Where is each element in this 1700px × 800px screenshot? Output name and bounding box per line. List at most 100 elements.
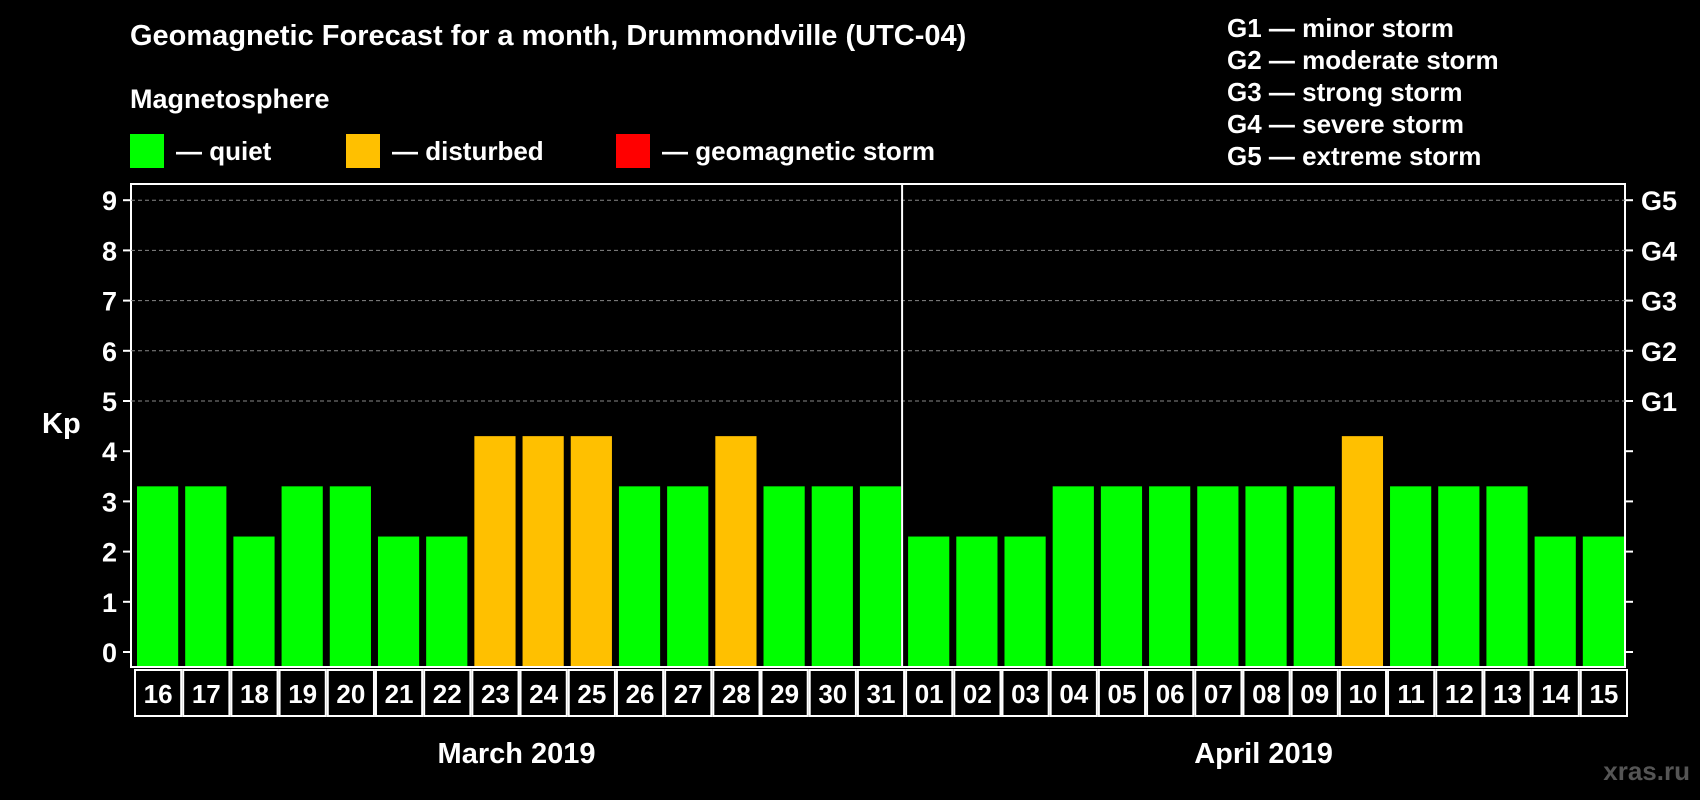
bar-day-06 <box>1149 486 1191 666</box>
y-tick-label-5: 5 <box>102 387 117 417</box>
date-box-03 <box>1001 669 1050 717</box>
bar-day-15 <box>1582 536 1624 666</box>
date-box-10 <box>1338 669 1388 717</box>
date-box-05 <box>1097 669 1147 717</box>
x-tick-label-02: 02 <box>963 679 992 709</box>
y-tick-label-0: 0 <box>102 638 117 668</box>
x-tick-label-16: 16 <box>144 679 173 709</box>
legend-label-disturbed: — disturbed <box>392 135 544 166</box>
date-box-17 <box>182 669 231 717</box>
bar-day-23 <box>474 436 516 666</box>
date-box-15 <box>1579 669 1628 717</box>
y-tick-label-7: 7 <box>102 287 117 317</box>
bar-day-10 <box>1341 436 1384 666</box>
legend-label-quiet: — quiet <box>176 135 272 166</box>
plot-frame <box>130 183 1626 668</box>
date-box-29 <box>760 669 809 717</box>
bar-day-02 <box>956 536 998 666</box>
bar-day-29 <box>763 486 805 666</box>
date-box-23 <box>471 669 520 717</box>
bar-day-28 <box>715 436 757 666</box>
watermark: xras.ru <box>1603 756 1690 786</box>
x-tick-label-08: 08 <box>1252 679 1281 709</box>
x-tick-label-01: 01 <box>915 679 944 709</box>
legend-swatch-quiet <box>130 134 164 168</box>
bar-day-17 <box>185 486 227 666</box>
date-box-12 <box>1435 669 1484 717</box>
bar-day-19 <box>281 486 323 666</box>
magnetosphere-label: Magnetosphere <box>130 84 330 114</box>
bar-day-13 <box>1486 486 1528 666</box>
date-box-14 <box>1531 669 1580 717</box>
x-tick-label-31: 31 <box>867 679 896 709</box>
x-tick-label-11: 11 <box>1397 679 1425 709</box>
x-tick-label-13: 13 <box>1493 679 1522 709</box>
date-box-08 <box>1242 669 1291 717</box>
x-tick-label-27: 27 <box>674 679 703 709</box>
chart-title: Geomagnetic Forecast for a month, Drummo… <box>130 20 967 52</box>
y-tick-label-2: 2 <box>102 538 117 568</box>
bar-day-04 <box>1052 486 1094 666</box>
bar-day-25 <box>570 436 612 666</box>
x-tick-label-10: 10 <box>1348 679 1377 709</box>
legend-quiet: — quiet <box>130 134 271 168</box>
x-tick-label-20: 20 <box>336 679 365 709</box>
y-axis-label: Kp <box>42 408 81 440</box>
x-tick-label-23: 23 <box>481 679 510 709</box>
month-label-april: April 2019 <box>1194 738 1333 770</box>
y-tick-label-9: 9 <box>102 186 117 216</box>
bar-day-11 <box>1390 486 1432 666</box>
date-box-11 <box>1387 669 1436 717</box>
bar-day-22 <box>426 536 468 666</box>
bar-day-07 <box>1197 486 1239 666</box>
x-tick-label-21: 21 <box>385 679 414 709</box>
x-tick-label-09: 09 <box>1300 679 1329 709</box>
bar-day-05 <box>1100 486 1143 666</box>
bar-day-30 <box>811 486 853 666</box>
date-box-22 <box>423 669 472 717</box>
right-axis-label-g1: G1 <box>1641 387 1677 417</box>
y-tick-label-3: 3 <box>102 487 117 517</box>
legend-disturbed: — disturbed <box>346 134 544 168</box>
date-box-31 <box>856 669 906 717</box>
x-tick-label-14: 14 <box>1541 679 1570 709</box>
x-tick-label-26: 26 <box>626 679 655 709</box>
bar-day-26 <box>618 486 661 666</box>
storm-scale-g3: G3 — strong storm <box>1227 77 1463 107</box>
y-tick-label-8: 8 <box>102 236 117 266</box>
x-tick-label-04: 04 <box>1059 679 1088 709</box>
date-box-19 <box>278 669 327 717</box>
bar-day-18 <box>233 536 275 666</box>
date-box-24 <box>519 669 568 717</box>
date-box-18 <box>230 669 279 717</box>
x-tick-label-15: 15 <box>1589 679 1618 709</box>
month-label-march: March 2019 <box>438 738 596 770</box>
x-tick-label-17: 17 <box>192 679 221 709</box>
date-box-27 <box>664 669 713 717</box>
x-tick-label-22: 22 <box>433 679 462 709</box>
date-box-06 <box>1146 669 1195 717</box>
date-box-02 <box>953 669 1002 717</box>
x-tick-label-06: 06 <box>1156 679 1185 709</box>
bar-day-01 <box>908 536 950 666</box>
bar-day-12 <box>1438 486 1480 666</box>
legend-label-storm: — geomagnetic storm <box>662 135 936 166</box>
bar-day-03 <box>1004 536 1046 666</box>
y-tick-label-1: 1 <box>102 588 117 618</box>
x-tick-label-18: 18 <box>240 679 269 709</box>
date-box-28 <box>712 669 761 717</box>
right-axis-label-g5: G5 <box>1641 186 1677 216</box>
date-box-09 <box>1290 669 1339 717</box>
bar-day-21 <box>377 536 420 666</box>
storm-scale-list: G1 — minor storm G2 — moderate storm G3 … <box>1227 12 1499 172</box>
bar-day-16 <box>137 486 179 666</box>
storm-scale-g4: G4 — severe storm <box>1227 109 1465 139</box>
x-tick-label-28: 28 <box>722 679 751 709</box>
date-box-21 <box>374 669 424 717</box>
x-tick-label-29: 29 <box>770 679 799 709</box>
bar-day-08 <box>1245 486 1287 666</box>
storm-scale-g1: G1 — minor storm <box>1227 13 1454 43</box>
y-tick-label-4: 4 <box>102 437 117 467</box>
x-tick-label-12: 12 <box>1445 679 1474 709</box>
